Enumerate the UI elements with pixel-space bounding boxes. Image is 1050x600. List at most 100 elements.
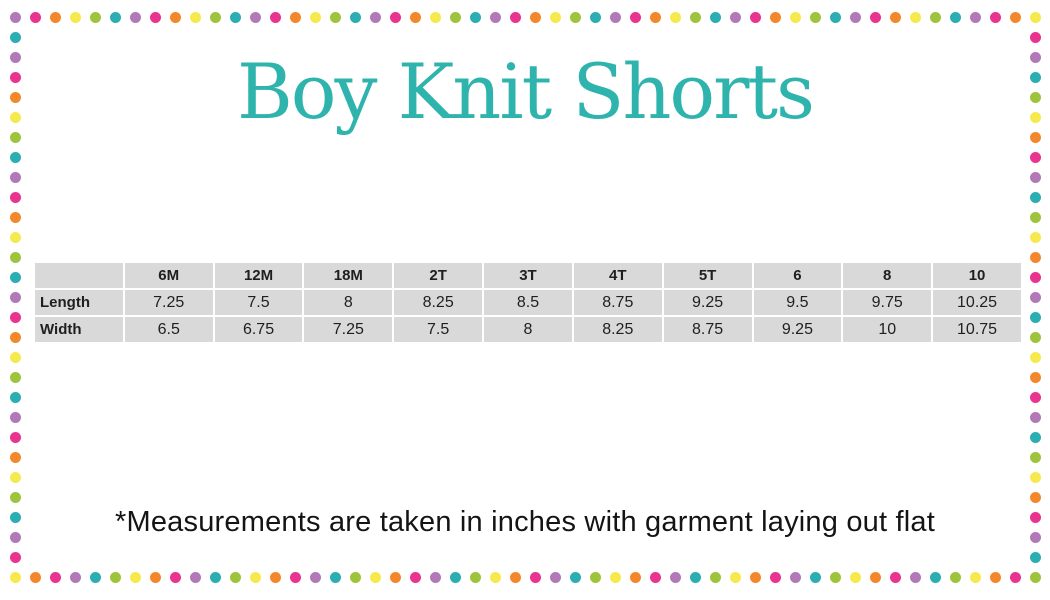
border-dot bbox=[1029, 231, 1041, 243]
border-dot bbox=[1029, 391, 1041, 403]
border-dot bbox=[429, 571, 441, 583]
border-dot bbox=[889, 571, 901, 583]
border-dot bbox=[1009, 11, 1021, 23]
measurement-cell: 7.25 bbox=[122, 288, 215, 317]
measurement-cell: 9.5 bbox=[751, 288, 844, 317]
border-dot bbox=[349, 571, 361, 583]
measurement-cell: 9.25 bbox=[661, 288, 754, 317]
border-dot bbox=[9, 311, 21, 323]
size-header-cell: 3T bbox=[482, 261, 574, 290]
border-dot bbox=[1029, 11, 1041, 23]
measurement-cell: 6.75 bbox=[212, 315, 305, 344]
border-dot bbox=[529, 571, 541, 583]
border-dot bbox=[409, 571, 421, 583]
border-dot bbox=[1029, 71, 1041, 83]
border-dot bbox=[389, 11, 401, 23]
border-dot bbox=[969, 571, 981, 583]
border-dot bbox=[109, 571, 121, 583]
border-dot bbox=[929, 11, 941, 23]
border-dot bbox=[849, 11, 861, 23]
border-dot bbox=[9, 411, 21, 423]
measurement-cell: 10 bbox=[841, 315, 934, 344]
border-dot bbox=[69, 571, 81, 583]
border-dot bbox=[469, 571, 481, 583]
border-dot bbox=[309, 11, 321, 23]
border-dot bbox=[1029, 291, 1041, 303]
border-dot bbox=[849, 571, 861, 583]
table-row: Width 6.5 6.75 7.25 7.5 8 8.25 8.75 9.25 10 10.75 bbox=[33, 315, 1023, 344]
border-dot bbox=[989, 571, 1001, 583]
border-dot bbox=[49, 11, 61, 23]
border-dot bbox=[269, 571, 281, 583]
border-dot bbox=[1029, 471, 1041, 483]
border-dot bbox=[9, 151, 21, 163]
corner-header-cell bbox=[33, 261, 125, 290]
border-dot bbox=[649, 571, 661, 583]
border-dot bbox=[9, 391, 21, 403]
measurement-cell: 8.5 bbox=[482, 288, 574, 317]
border-dot bbox=[9, 91, 21, 103]
border-dot bbox=[29, 571, 41, 583]
border-dot bbox=[489, 571, 501, 583]
border-dot bbox=[429, 11, 441, 23]
border-dot bbox=[1029, 531, 1041, 543]
border-dot bbox=[229, 571, 241, 583]
border-dot bbox=[9, 571, 21, 583]
border-dot bbox=[509, 11, 521, 23]
border-dot bbox=[369, 11, 381, 23]
border-dot bbox=[9, 51, 21, 63]
border-dot bbox=[629, 11, 641, 23]
border-dot bbox=[9, 31, 21, 43]
border-dot bbox=[9, 471, 21, 483]
border-dot bbox=[949, 11, 961, 23]
border-dot bbox=[9, 331, 21, 343]
border-dot bbox=[689, 571, 701, 583]
border-dot bbox=[1029, 371, 1041, 383]
border-dot bbox=[769, 571, 781, 583]
border-dot bbox=[589, 571, 601, 583]
measurement-cell: 8.25 bbox=[571, 315, 664, 344]
border-dot bbox=[909, 11, 921, 23]
border-dot bbox=[829, 11, 841, 23]
measurement-cell: 7.5 bbox=[392, 315, 485, 344]
border-dot bbox=[9, 231, 21, 243]
measurement-cell: 8.75 bbox=[661, 315, 754, 344]
measurement-cell: 7.25 bbox=[302, 315, 395, 344]
border-dot bbox=[609, 571, 621, 583]
border-dot bbox=[609, 11, 621, 23]
border-dot bbox=[1029, 91, 1041, 103]
border-dot bbox=[389, 571, 401, 583]
border-dot bbox=[869, 11, 881, 23]
border-dot bbox=[329, 11, 341, 23]
border-dot bbox=[489, 11, 501, 23]
border-dot bbox=[189, 11, 201, 23]
border-dot bbox=[1009, 571, 1021, 583]
measurement-cell: 9.25 bbox=[751, 315, 844, 344]
size-header-cell: 4T bbox=[571, 261, 664, 290]
border-dot bbox=[409, 11, 421, 23]
border-dot bbox=[729, 11, 741, 23]
size-header-cell: 2T bbox=[392, 261, 485, 290]
border-dot bbox=[569, 11, 581, 23]
border-dot bbox=[469, 11, 481, 23]
size-header-cell: 6 bbox=[751, 261, 844, 290]
border-dot bbox=[309, 571, 321, 583]
border-dot bbox=[829, 571, 841, 583]
measurement-cell: 8 bbox=[482, 315, 574, 344]
border-dot bbox=[589, 11, 601, 23]
border-dot bbox=[329, 571, 341, 583]
border-dot bbox=[809, 11, 821, 23]
border-dot bbox=[529, 11, 541, 23]
border-dot bbox=[1029, 571, 1041, 583]
border-dot bbox=[649, 11, 661, 23]
border-dot bbox=[749, 571, 761, 583]
size-table: 6M 12M 18M 2T 3T 4T 5T 6 8 10 Length 7.25 7.5 8 8.25 8… bbox=[33, 261, 1023, 344]
border-dot bbox=[369, 571, 381, 583]
row-label-cell: Width bbox=[33, 315, 125, 344]
border-dot bbox=[9, 291, 21, 303]
border-dot bbox=[269, 11, 281, 23]
border-dot bbox=[1029, 511, 1041, 523]
border-dot bbox=[209, 571, 221, 583]
border-dot bbox=[1029, 251, 1041, 263]
border-dot bbox=[9, 351, 21, 363]
